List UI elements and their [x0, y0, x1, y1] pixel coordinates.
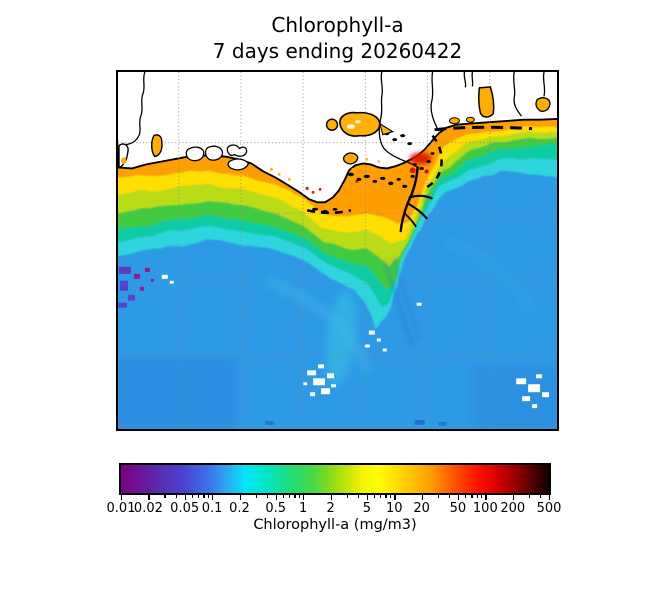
- lake-salvador: [342, 152, 359, 165]
- major-tick: [184, 495, 186, 500]
- major-tick: [303, 495, 305, 500]
- cloud-gaps: [161, 139, 550, 409]
- major-tick: [239, 495, 241, 500]
- tick-label: 5: [362, 501, 371, 516]
- major-tick: [549, 495, 551, 500]
- map-panel: [116, 70, 559, 431]
- major-tick: [394, 495, 396, 500]
- minor-tick: [540, 495, 542, 498]
- tick-label: 0.1: [201, 501, 223, 516]
- major-tick: [366, 495, 369, 500]
- marsh-island: [227, 158, 250, 171]
- grand-lake: [204, 145, 224, 161]
- minor-tick: [346, 495, 348, 498]
- minor-tick: [294, 495, 296, 498]
- minor-tick: [255, 495, 257, 498]
- chlorophyll-map: [118, 72, 557, 429]
- colorbar-label: Chlorophyll-a (mg/m3): [253, 517, 417, 533]
- tick-label: 500: [536, 501, 562, 516]
- major-tick: [148, 495, 150, 500]
- chart-title: Chlorophyll-a: [271, 13, 404, 37]
- colorbar-tick-labels: 0.01 0.02 0.05 0.1 0.2 0.5 1 2 5 10 20 50 100 200 500: [107, 501, 562, 517]
- tick-label: 0.5: [265, 501, 287, 516]
- minor-tick: [476, 495, 478, 498]
- tick-label: 2: [326, 501, 335, 516]
- minor-tick: [266, 495, 269, 498]
- minor-tick: [390, 495, 392, 498]
- water-texture: [118, 237, 557, 429]
- mobile-bay: [477, 86, 495, 118]
- chandeleur-arc: [425, 134, 443, 189]
- minor-tick: [197, 495, 200, 498]
- tick-label: 1: [299, 501, 308, 516]
- lakes: [118, 86, 551, 171]
- calcasieu-lake: [151, 134, 163, 158]
- major-tick: [212, 495, 214, 500]
- escambia-river: [512, 72, 522, 117]
- tick-label: 10: [385, 501, 403, 516]
- minor-tick: [385, 495, 387, 498]
- major-tick: [512, 495, 515, 500]
- mississippi-river: [378, 72, 419, 169]
- wetland-specks: [269, 158, 381, 181]
- major-tick: [275, 495, 278, 500]
- coast-details: [118, 72, 551, 233]
- lake-pontchartrain: [339, 111, 381, 137]
- tick-label: 0.01: [106, 501, 136, 516]
- tick-label: 200: [500, 501, 526, 516]
- minor-tick: [471, 495, 473, 498]
- colorbar-ticks: [121, 495, 551, 503]
- tick-label: 0.05: [170, 501, 200, 516]
- minor-tick: [191, 495, 194, 498]
- tick-label: 0.02: [133, 501, 163, 516]
- rivers: [125, 72, 546, 169]
- colorbar-gradient: [121, 465, 549, 493]
- minor-tick: [282, 495, 285, 498]
- pearl-river: [430, 72, 440, 132]
- tick-label: 100: [472, 501, 498, 516]
- minor-tick: [175, 495, 178, 498]
- major-tick: [330, 495, 332, 500]
- minor-tick: [289, 495, 291, 498]
- minor-tick: [481, 495, 483, 498]
- minor-tick: [358, 495, 360, 498]
- colorbar: [119, 463, 551, 495]
- tick-label: 0.2: [229, 501, 250, 516]
- minor-tick: [298, 495, 301, 498]
- minor-tick: [528, 495, 531, 498]
- minor-tick: [374, 495, 376, 498]
- low-chlorophyll-specks: [118, 266, 154, 308]
- white-lake: [185, 146, 205, 162]
- vermilion-bay: [226, 144, 248, 157]
- river-delta-channels: [399, 166, 433, 233]
- tick-label: 50: [449, 501, 467, 516]
- minor-tick: [449, 495, 451, 498]
- major-tick: [421, 495, 423, 500]
- barrier-islands-west: [306, 208, 352, 215]
- pensacola-bay: [535, 97, 551, 112]
- minor-tick: [437, 495, 439, 498]
- barrier-islands-east: [434, 125, 533, 132]
- minor-tick: [380, 495, 382, 498]
- st-louis-bay: [448, 117, 460, 125]
- major-tick: [121, 495, 123, 500]
- major-tick: [457, 495, 460, 500]
- tick-label: 20: [413, 501, 430, 516]
- lake-maurepas: [325, 118, 339, 131]
- minor-tick: [203, 495, 205, 498]
- chart-subtitle: 7 days ending 20260422: [212, 39, 463, 63]
- minor-tick: [465, 495, 467, 498]
- sabine-river: [125, 72, 146, 146]
- mobile-river: [463, 72, 467, 88]
- minor-tick: [207, 495, 210, 498]
- minor-tick: [164, 495, 166, 498]
- biloxi-bay: [465, 116, 475, 123]
- major-tick: [485, 495, 487, 500]
- lake-rigolets: [378, 122, 395, 136]
